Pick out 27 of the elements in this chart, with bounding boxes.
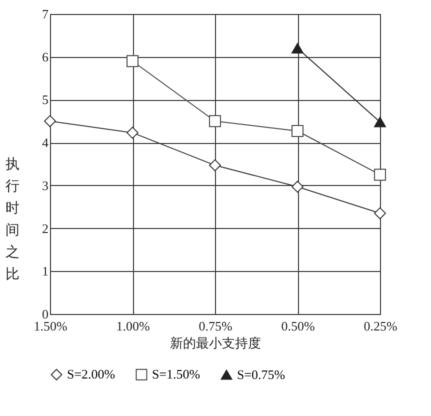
x-tick-label: 0.75% <box>198 318 232 334</box>
y-tick-label: 0 <box>42 306 48 322</box>
x-tick-label: 1.50% <box>34 318 68 334</box>
y-tick-label: 5 <box>42 92 48 108</box>
point <box>209 115 221 128</box>
x-tick-label: 1.00% <box>116 318 150 334</box>
y-tick-label: 7 <box>42 6 49 22</box>
legend-label: S=0.75% <box>237 366 286 382</box>
point <box>374 207 386 220</box>
y-tick-label: 3 <box>42 178 48 193</box>
y-tick-label: 6 <box>42 49 49 64</box>
point <box>292 125 304 137</box>
y-tick-label: 1 <box>42 264 48 279</box>
y-axis-title: 执行时间之比 <box>6 156 20 282</box>
point <box>374 168 386 181</box>
y-tick-label: 4 <box>42 135 49 150</box>
point <box>44 115 56 128</box>
x-axis-title: 新的最小支持度 <box>170 336 261 352</box>
x-tick-label: 0.50% <box>281 318 315 334</box>
x-tick-label: 0.25% <box>364 318 398 334</box>
point <box>126 126 138 139</box>
y-tick-label: 2 <box>42 220 48 236</box>
point <box>126 55 138 68</box>
point <box>292 180 304 193</box>
legend-label: S=2.00% <box>67 366 116 382</box>
legend-label: S=1.50% <box>152 366 200 382</box>
point <box>209 159 221 172</box>
